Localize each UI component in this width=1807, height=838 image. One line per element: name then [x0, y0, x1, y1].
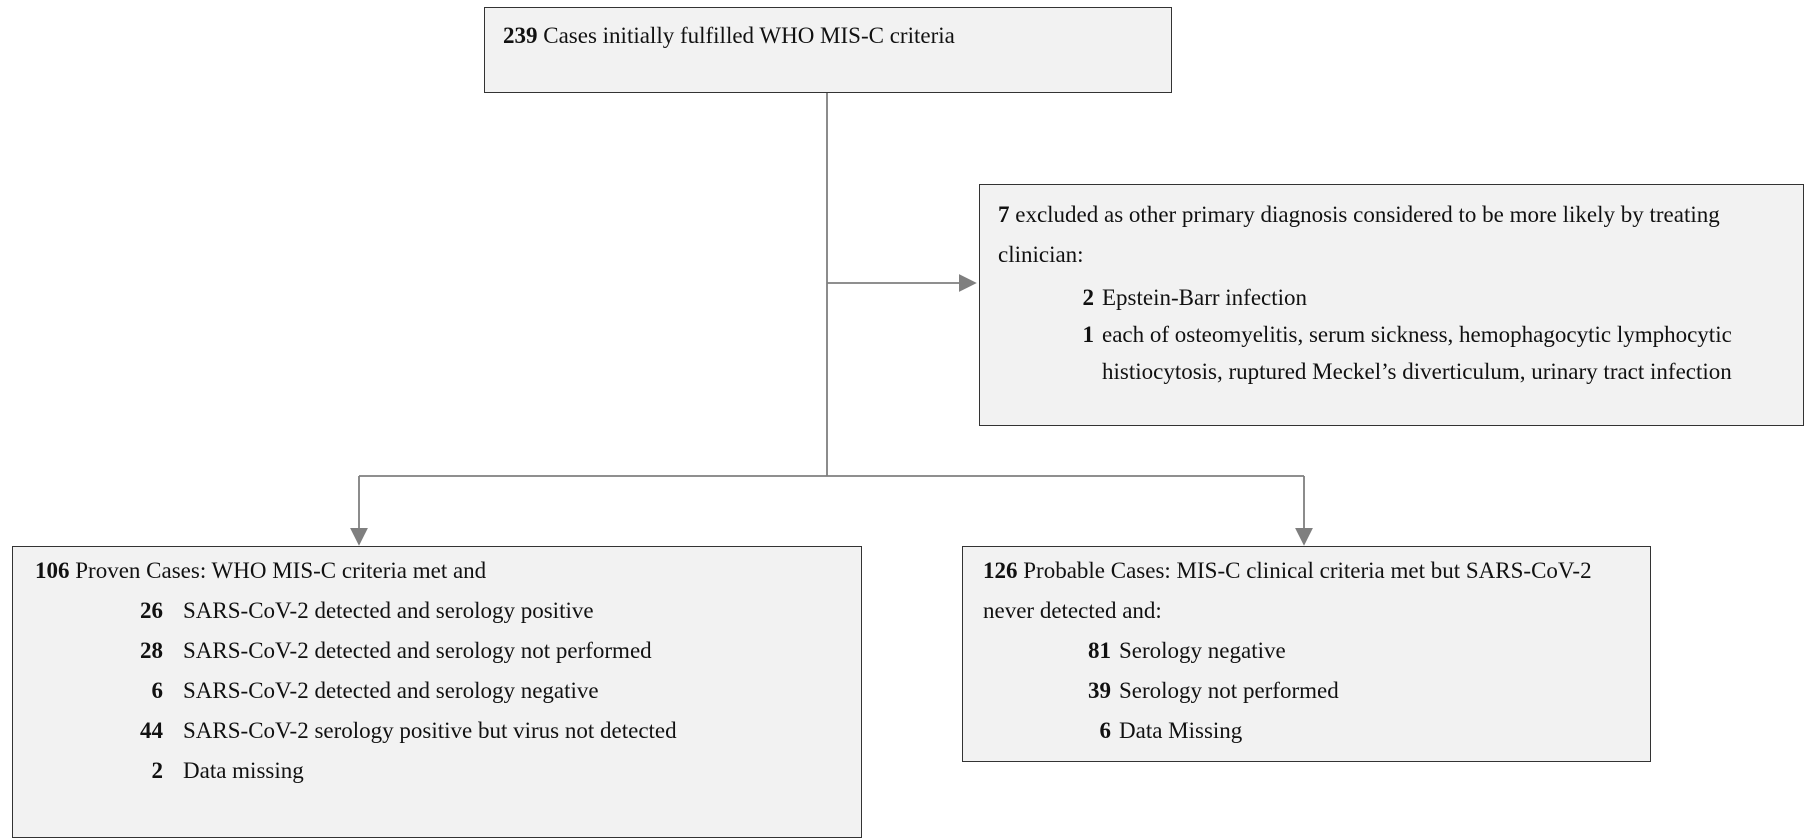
item-count: 28 — [140, 638, 163, 663]
count: 106 — [35, 558, 70, 583]
item-list: 2 Epstein-Barr infection 1 each of osteomye… — [1074, 279, 1785, 390]
item-count: 6 — [151, 678, 164, 703]
item-label: SARS-CoV-2 detected and serology not per… — [183, 638, 652, 663]
item-label: Data missing — [183, 758, 304, 783]
item-count: 26 — [140, 598, 163, 623]
item-count: 39 — [1088, 678, 1111, 703]
item-label: SARS-CoV-2 serology positive but virus n… — [183, 718, 677, 743]
item-label: Epstein-Barr infection — [1102, 285, 1308, 310]
label: excluded as other primary diagnosis cons… — [998, 202, 1720, 267]
item-label: SARS-CoV-2 detected and serology negativ… — [183, 678, 599, 703]
item-label: Serology not performed — [1119, 678, 1339, 703]
item-list: 81 Serology negative 39 Serology not perfor… — [1085, 631, 1632, 751]
initial-cases-box: 239 Cases initially fulfilled WHO MIS-C … — [484, 7, 1172, 93]
item-list: 26 SARS-CoV-2 detected and serology posit… — [129, 591, 843, 791]
item-label: Data Missing — [1119, 718, 1243, 743]
label: Proven Cases: WHO MIS-C criteria met and — [75, 558, 487, 583]
item-count: 2 — [151, 758, 164, 783]
count: 239 — [503, 23, 538, 48]
item-label: Serology negative — [1119, 638, 1286, 663]
probable-box: 126 Probable Cases: MIS-C clinical crite… — [962, 546, 1651, 762]
label: Cases initially fulfilled WHO MIS-C crit… — [543, 23, 955, 48]
item-count: 1 — [1082, 322, 1095, 347]
excluded-box: 7 excluded as other primary diagnosis co… — [979, 184, 1804, 426]
proven-box: 106 Proven Cases: WHO MIS-C criteria met… — [12, 546, 862, 838]
label: Probable Cases: MIS-C clinical criteria … — [983, 558, 1592, 623]
item-count: 6 — [1099, 718, 1112, 743]
item-count: 2 — [1082, 285, 1095, 310]
item-label: SARS-CoV-2 detected and serology positiv… — [183, 598, 594, 623]
item-count: 44 — [140, 718, 163, 743]
count: 126 — [983, 558, 1018, 583]
count: 7 — [998, 202, 1010, 227]
item-count: 81 — [1088, 638, 1111, 663]
item-label: each of osteomyelitis, serum sickness, h… — [1102, 322, 1732, 384]
